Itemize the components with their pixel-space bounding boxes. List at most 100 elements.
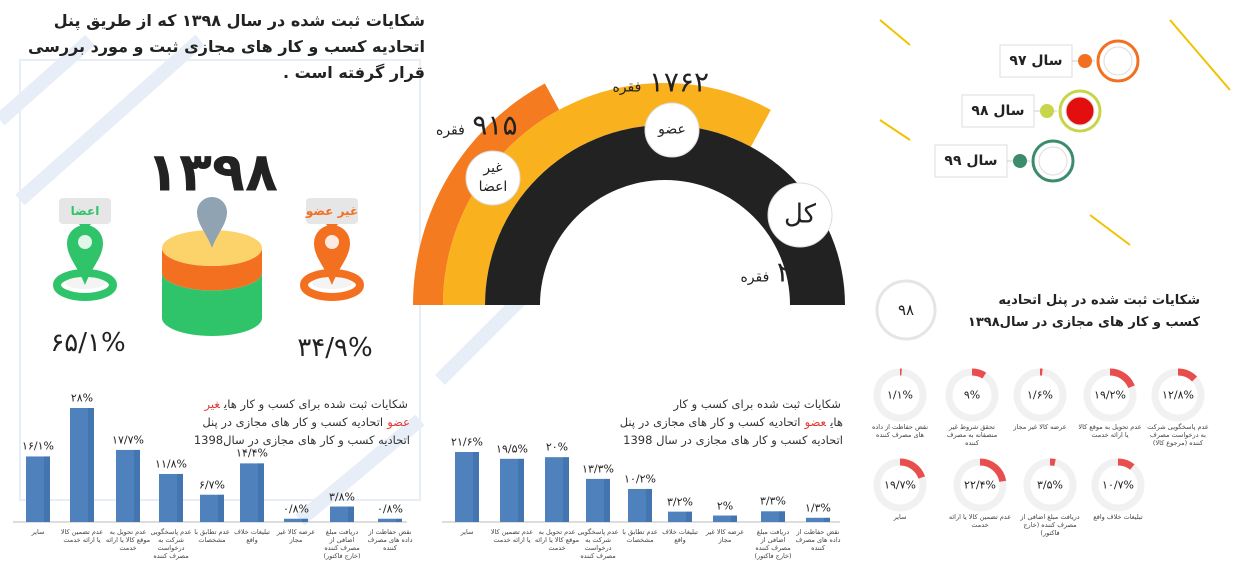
arc-unit: فقره: [740, 269, 770, 286]
arc-band: [443, 83, 771, 306]
donut-value-label: ۱۹/۲%: [1094, 388, 1126, 402]
bar-category: عدم تضمین کالا یا ارائه خدمت: [490, 528, 534, 544]
bar-category: عدم تحویل به موقع کالا یا ارائه خدمت: [534, 528, 580, 552]
donut-value-label: ۱۹/۷%: [884, 478, 916, 492]
bar-shade: [563, 457, 569, 522]
grey-pin: [197, 197, 227, 248]
bar-value-label: ۱۹/۵%: [496, 442, 528, 456]
center-badge: [875, 279, 937, 341]
donut-category: عدم تحویل به موقع کالا یا ارائه خدمت: [1078, 423, 1142, 439]
legend-dot: [1078, 54, 1092, 68]
arc-value: ۱۷۶۲ فقره: [610, 66, 714, 99]
share-percent: ۳۴/۹%: [297, 333, 373, 363]
bar: [713, 515, 737, 522]
label-box: [306, 198, 358, 224]
bar-value-label: ۲%: [716, 499, 734, 513]
bar-value-label: ۳/۸%: [329, 490, 355, 504]
share-label: غیر عضو: [305, 204, 359, 218]
pin: [314, 225, 350, 285]
bar-shade: [824, 517, 830, 522]
bar: [545, 457, 569, 522]
bar-shade: [473, 452, 479, 522]
bar-category: عدم تطابق با مشخصات: [622, 528, 658, 544]
bar-category: تبلیغات خلاف واقع: [662, 528, 698, 544]
pin-dot: [325, 235, 339, 249]
header-text: شکایات ثبت شده در سال ۱۳۹۸ که از طریق پن…: [27, 11, 425, 82]
bar-category: عدم تضمین کالا یا ارائه خدمت: [60, 528, 104, 544]
donut-value-label: ۳/۵%: [1037, 478, 1063, 492]
bar: [26, 456, 50, 522]
bar-shade: [258, 463, 264, 522]
donut-category: دریافت مبلغ اضافی از مصرف کننده (خارج فا…: [1020, 513, 1080, 537]
bar-category: عدم تحویل به موقع کالا یا ارائه خدمت: [105, 528, 151, 552]
share-label: اعضا: [70, 204, 100, 218]
bar-category: سایر: [31, 528, 45, 536]
bar-shade: [604, 478, 610, 522]
donut-arc: [971, 368, 987, 379]
legend-box: [961, 94, 1035, 128]
legend-label: سال ۹۸: [971, 103, 1025, 119]
legend-label: سال ۹۹: [944, 153, 998, 169]
bar-category: عرضه کالا غیر مجاز: [705, 528, 745, 544]
bar-category: نقض حفاظت از داده های مصرف کننده: [795, 528, 841, 552]
donut-arc: [899, 458, 926, 479]
arc-value-number: ۱۷۶۲: [648, 65, 710, 99]
center-label: ۹۸: [897, 301, 915, 319]
donut-category: عرضه کالا غیر مجاز: [1013, 423, 1067, 431]
cylinder-band: [162, 272, 262, 336]
bar-value-label: ۱۷/۷%: [112, 433, 144, 447]
bar: [284, 518, 308, 522]
bar: [330, 506, 354, 522]
bar-title: شکایات ثبت شده برای کسب و کار هایعضواتحا…: [613, 395, 843, 449]
bar: [378, 518, 402, 522]
donut-arc: [1117, 458, 1135, 470]
bar: [455, 452, 479, 522]
bar: [761, 511, 785, 522]
bar-value-label: ۰/۸%: [377, 502, 403, 516]
bar-shade: [218, 494, 224, 522]
bar-value-label: ۱۱/۸%: [155, 457, 187, 471]
donut-arc: [1109, 368, 1135, 389]
donut-category: عدم تضمین کالا یا ارائه خدمت: [948, 513, 1012, 529]
bar-value-label: ۲۸%: [70, 391, 94, 405]
label-pointer: [79, 224, 91, 232]
legend-dot: [1040, 104, 1054, 118]
bar-value-label: ۳/۲%: [667, 495, 693, 509]
bar-value-label: ۰/۸%: [283, 502, 309, 516]
donut-arc: [1049, 458, 1056, 466]
bar-value-label: ۱۰/۲%: [624, 472, 656, 486]
bar-title-part: شکایات ثبت شده برای کسب و کار های: [224, 397, 408, 411]
bar: [500, 458, 524, 522]
label-box: [59, 198, 111, 224]
legend-ring-inner: [1103, 46, 1133, 76]
bar-shade: [779, 511, 785, 522]
share-percent: ۶۵/۱%: [50, 328, 126, 358]
bar-value-label: ۱۴/۴%: [236, 446, 268, 460]
bar-value-label: ۶/۷%: [199, 478, 225, 492]
donut-category: تبلیغات خلاف واقع: [1093, 513, 1143, 521]
donut-value-label: ۱/۱%: [887, 388, 913, 402]
arc-label-circle: [644, 102, 700, 158]
bar-value-label: ۱۳/۳%: [582, 462, 614, 476]
bar: [628, 488, 652, 522]
bar-value-label: ۲۰%: [545, 440, 569, 454]
arc-label-circle: [465, 150, 521, 206]
bar-title-part: عضو: [804, 415, 827, 429]
bar-shade: [44, 456, 50, 522]
donut-title: شکایات ثبت شده در پنل اتحادیه کسب و کار …: [967, 293, 1200, 330]
bar-category: تبلیغات خلاف واقع: [234, 528, 270, 544]
cylinder-band: [162, 248, 262, 291]
donut-value-label: ۱/۶%: [1027, 388, 1053, 402]
bar: [240, 463, 264, 522]
bar: [159, 473, 183, 522]
donut-arc: [979, 458, 1007, 483]
label-pointer: [326, 224, 338, 232]
legend-ring-inner: [1065, 96, 1095, 126]
donut-value-label: ۹%: [963, 388, 981, 402]
arc-category: عضو: [658, 121, 686, 138]
bar-category: عدم پاسخگویی شرکت به درخواست مصرف کننده …: [150, 528, 192, 561]
donut-value-label: ۱۰/۷%: [1102, 478, 1134, 492]
bar-shade: [686, 511, 692, 522]
pin-dot: [78, 235, 92, 249]
